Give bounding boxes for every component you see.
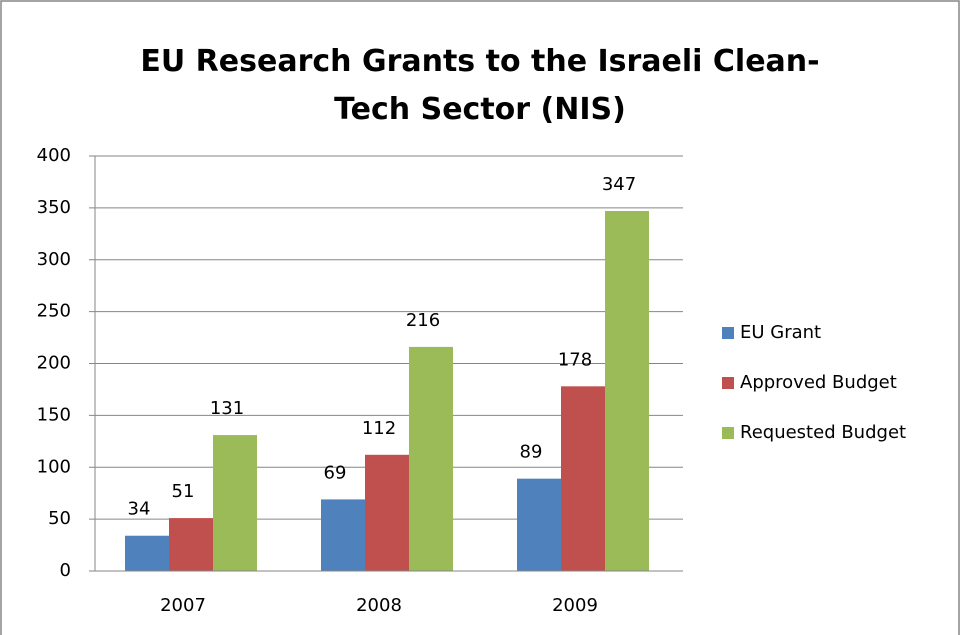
value-label: 216	[406, 310, 440, 331]
y-tick-label: 300	[37, 249, 71, 270]
value-label: 178	[558, 349, 592, 370]
bar	[321, 499, 365, 571]
bar	[125, 535, 169, 571]
bar	[169, 518, 213, 571]
legend-swatch	[722, 327, 734, 339]
y-tick-label: 200	[37, 353, 71, 374]
value-label: 131	[210, 398, 244, 419]
y-tick-label: 50	[48, 508, 71, 529]
legend-label: Approved Budget	[740, 372, 897, 393]
bar	[605, 210, 649, 572]
value-label: 112	[362, 418, 396, 439]
y-tick-label: 0	[60, 560, 71, 581]
bar	[561, 386, 605, 571]
bar	[409, 346, 453, 571]
legend-label: EU Grant	[740, 322, 821, 343]
value-label: 51	[172, 481, 195, 502]
y-tick-label: 150	[37, 404, 71, 425]
x-tick-label: 2009	[552, 595, 598, 616]
value-label: 89	[520, 442, 543, 463]
y-tick-label: 350	[37, 197, 71, 218]
y-tick-label: 400	[37, 145, 71, 166]
legend-swatch	[722, 377, 734, 389]
value-label: 69	[324, 462, 347, 483]
x-tick-label: 2008	[356, 595, 402, 616]
value-label: 347	[602, 174, 636, 195]
chart-title: EU Research Grants to the Israeli Clean-…	[140, 44, 820, 127]
bar	[517, 478, 561, 571]
x-tick-label: 2007	[160, 595, 206, 616]
bar	[365, 454, 409, 571]
bar	[213, 435, 257, 571]
legend-swatch	[722, 427, 734, 439]
y-tick-label: 250	[37, 301, 71, 322]
value-label: 34	[128, 499, 151, 520]
legend-label: Requested Budget	[740, 422, 906, 443]
y-tick-label: 100	[37, 456, 71, 477]
